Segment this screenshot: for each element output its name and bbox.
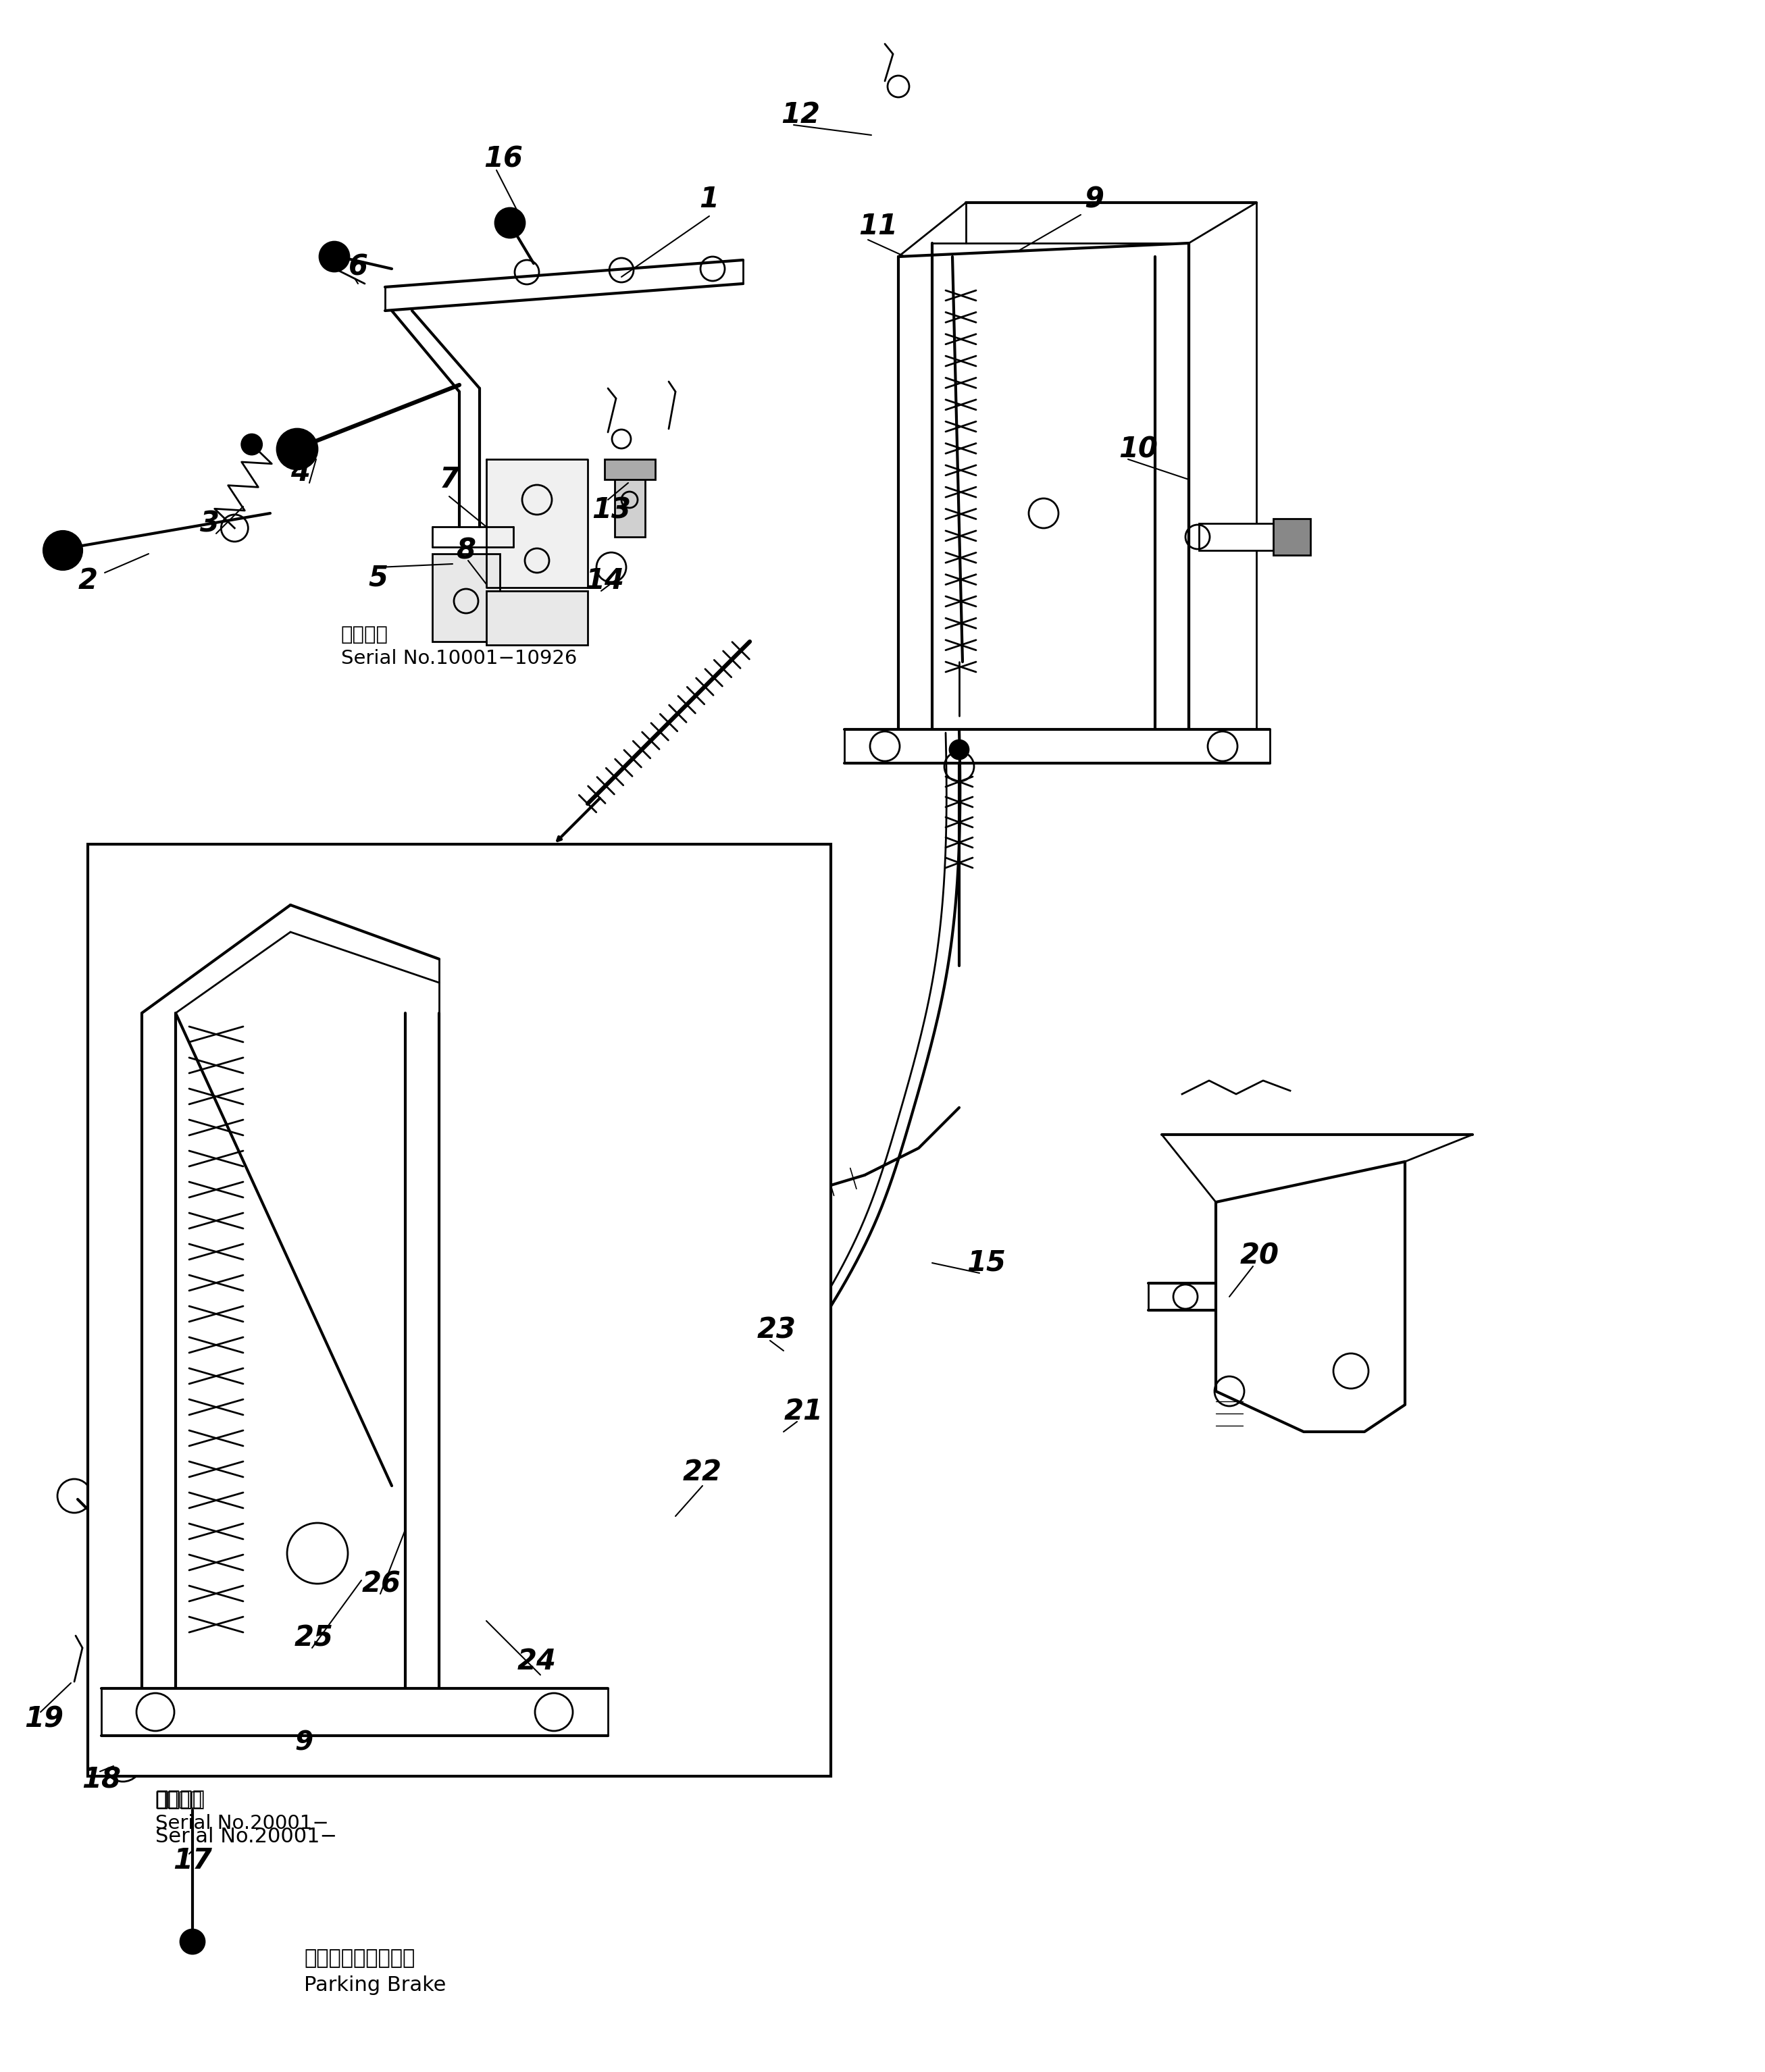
Circle shape — [390, 1510, 415, 1535]
Text: 1: 1 — [699, 184, 718, 213]
Text: Serial No.20001−: Serial No.20001− — [155, 1828, 337, 1846]
Text: 10: 10 — [1119, 435, 1158, 464]
Bar — [614, 462, 644, 537]
Text: 5: 5 — [369, 564, 388, 593]
Text: Serial No.10001−10926: Serial No.10001−10926 — [341, 649, 577, 667]
Text: 21: 21 — [784, 1397, 824, 1426]
Text: 9: 9 — [1084, 184, 1105, 213]
Circle shape — [319, 242, 349, 271]
Text: 16: 16 — [484, 145, 522, 172]
Bar — [605, 460, 655, 479]
Text: 26: 26 — [362, 1569, 401, 1598]
Circle shape — [44, 533, 81, 570]
Text: 4: 4 — [291, 458, 311, 487]
Text: 15: 15 — [967, 1249, 1006, 1276]
Circle shape — [950, 740, 969, 758]
Text: 6: 6 — [348, 253, 367, 282]
Text: 適用号機: 適用号機 — [341, 626, 388, 644]
Circle shape — [770, 1175, 791, 1196]
Text: パーキングブレーキ: パーキングブレーキ — [304, 1950, 415, 1968]
Circle shape — [496, 207, 524, 238]
Text: 2: 2 — [78, 566, 97, 595]
Polygon shape — [487, 460, 588, 588]
Circle shape — [288, 439, 307, 460]
Circle shape — [277, 429, 318, 470]
Bar — [88, 843, 831, 1776]
Text: Parking Brake: Parking Brake — [304, 1977, 447, 1995]
Bar — [300, 1519, 348, 1614]
Text: Serial No.20001−: Serial No.20001− — [155, 1813, 328, 1834]
Bar — [487, 591, 588, 644]
Text: 25: 25 — [295, 1624, 334, 1651]
Text: 24: 24 — [517, 1647, 556, 1676]
Text: 9: 9 — [295, 1730, 312, 1755]
Text: 12: 12 — [780, 102, 821, 128]
Text: 20: 20 — [1241, 1241, 1280, 1270]
Bar — [681, 1417, 711, 1446]
Text: 17: 17 — [173, 1846, 212, 1875]
Circle shape — [180, 1929, 205, 1954]
Text: 19: 19 — [25, 1705, 64, 1732]
Polygon shape — [1216, 1162, 1405, 1432]
Text: 8: 8 — [457, 537, 477, 564]
Text: 適用号機: 適用号機 — [155, 1790, 203, 1809]
Text: 13: 13 — [591, 495, 630, 524]
Circle shape — [339, 1566, 364, 1591]
Text: 18: 18 — [81, 1765, 122, 1794]
Bar — [432, 553, 499, 642]
Text: 11: 11 — [858, 211, 898, 240]
Text: 適用号機: 適用号機 — [155, 1790, 205, 1809]
Bar — [1273, 518, 1310, 555]
Text: 22: 22 — [683, 1459, 722, 1486]
Text: 7: 7 — [439, 466, 459, 493]
Text: 3: 3 — [199, 510, 219, 537]
Bar — [152, 1513, 214, 1620]
Text: 14: 14 — [584, 566, 625, 595]
Text: 23: 23 — [757, 1316, 796, 1345]
Circle shape — [242, 435, 261, 454]
Bar — [1198, 524, 1280, 551]
